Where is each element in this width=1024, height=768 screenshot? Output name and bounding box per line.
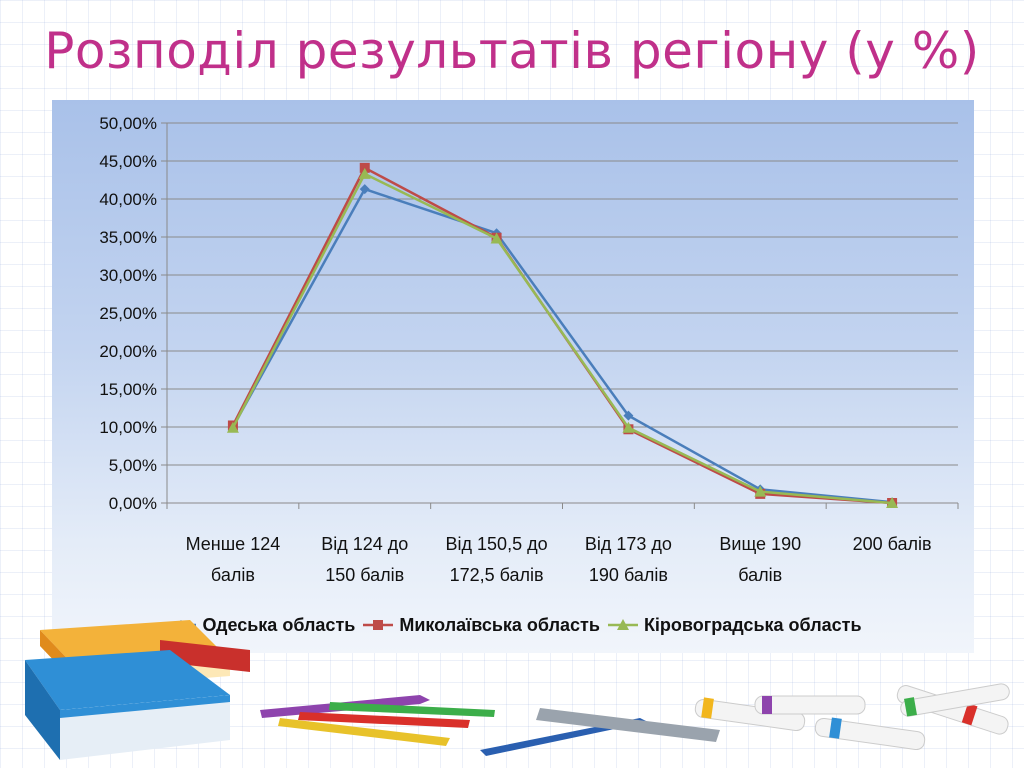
y-tick-label: 35,00% [99,228,157,247]
school-supplies-illustration [25,620,1010,760]
y-tick-label: 20,00% [99,342,157,361]
chart-legend: Одеська область Миколаївська область Кіров… [52,610,974,640]
legend-label: Одеська область [202,614,356,635]
data-point [754,485,767,497]
y-tick-label: 45,00% [99,152,157,171]
data-point [886,497,899,508]
data-point [622,421,635,433]
y-tick-label: 25,00% [99,304,157,323]
series-line-1 [231,166,893,505]
x-tick-label: 200 балів [853,534,932,554]
y-tick-label: 40,00% [99,190,157,209]
y-tick-label: 10,00% [99,418,157,437]
data-point [359,184,370,195]
y-tick-label: 50,00% [99,114,157,133]
y-tick-label: 30,00% [99,266,157,285]
data-point [623,410,634,421]
line-chart: 0,00% 5,00% 10,00% 15,00% 20,00% 25,00% 30,00%… [99,114,959,585]
x-tick-label: Менше 124 балів [186,534,281,585]
legend-item: Миколаївська область [361,615,600,636]
legend-label: Кіровоградська область [643,614,862,635]
markers-illustration [694,683,1010,751]
data-point [358,167,371,179]
legend-label: Миколаївська область [399,614,600,635]
legend-item: Кіровоградська область [606,615,862,636]
data-point [226,421,239,433]
x-tick-label: Від 150,5 до 172,5 балів [446,534,548,585]
data-point [359,162,370,173]
series-line-2 [231,172,893,505]
legend-marker [607,619,638,630]
data-point [490,232,503,244]
y-tick-label: 15,00% [99,380,157,399]
books-illustration [25,620,250,760]
y-tick-label: 0,00% [109,494,157,513]
x-tick-label: Вище 190 балів [719,534,801,585]
slide-title: Розподіл результатів регіону (у %) [44,22,980,80]
chart-panel: 0,00% 5,00% 10,00% 15,00% 20,00% 25,00% 30,00%… [52,100,974,653]
y-tick-label: 5,00% [109,456,157,475]
x-tick-label: Від 173 до 190 балів [585,534,672,585]
pencils-illustration [260,695,720,756]
legend-marker [363,620,394,630]
x-tick-label: Від 124 до 150 балів [321,534,408,585]
series-line-0 [231,187,893,504]
